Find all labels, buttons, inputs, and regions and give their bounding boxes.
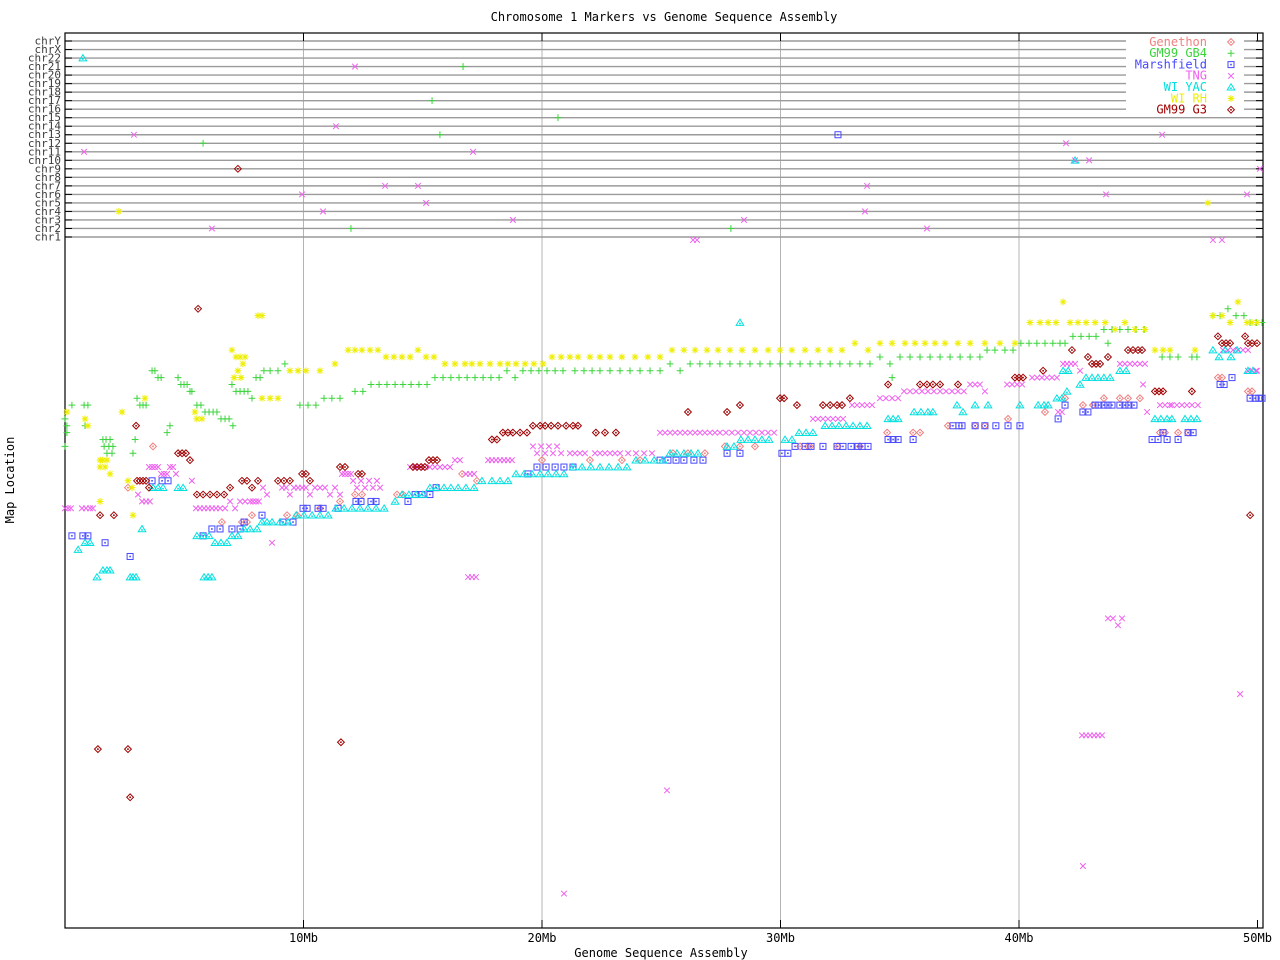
svg-text:chr17: chr17 <box>28 94 61 107</box>
svg-text:chr12: chr12 <box>28 137 61 150</box>
svg-text:TNG: TNG <box>1185 69 1207 83</box>
svg-text:chr1: chr1 <box>35 231 62 244</box>
svg-text:GM99 G3: GM99 G3 <box>1156 103 1207 117</box>
chart-layer: 10Mb 20Mb 30Mb 40Mb 50MbchrYchrXchr22chr21ch… <box>28 32 1272 945</box>
svg-text:chr18: chr18 <box>28 86 61 99</box>
series-wi-rh <box>63 199 1261 519</box>
svg-text:chr19: chr19 <box>28 77 61 90</box>
series-wi-yac <box>73 53 1258 581</box>
svg-text:chr20: chr20 <box>28 69 61 82</box>
svg-text:chr8: chr8 <box>35 171 62 184</box>
svg-text:chr21: chr21 <box>28 60 61 73</box>
svg-text:chr5: chr5 <box>35 196 62 209</box>
svg-text:WI RH: WI RH <box>1171 91 1207 105</box>
series-gm99-gb4 <box>61 63 1266 457</box>
svg-text:chr4: chr4 <box>35 205 62 218</box>
x-tick-labels: 10Mb 20Mb 30Mb 40Mb 50Mb <box>289 931 1272 945</box>
svg-text:chr16: chr16 <box>28 103 61 116</box>
y-axis-label: Map Location <box>3 437 17 524</box>
chromosome-labels: chrYchrXchr22chr21chr20chr19chr18chr17ch… <box>28 35 61 244</box>
svg-text:chrX: chrX <box>35 43 62 56</box>
svg-text:chr2: chr2 <box>35 222 62 235</box>
svg-text:chrY: chrY <box>35 35 62 48</box>
svg-text:50Mb: 50Mb <box>1243 931 1272 945</box>
svg-text:40Mb: 40Mb <box>1005 931 1034 945</box>
plot-border <box>64 32 1264 929</box>
series-marshfield <box>68 131 1266 560</box>
x-axis-label: Genome Sequence Assembly <box>574 946 747 960</box>
series-gm99-g3 <box>93 164 1262 802</box>
svg-text:chr6: chr6 <box>35 188 62 201</box>
svg-text:chr22: chr22 <box>28 52 61 65</box>
series-genethon <box>123 373 1257 527</box>
svg-text:Genethon: Genethon <box>1149 35 1207 49</box>
svg-text:20Mb: 20Mb <box>528 931 557 945</box>
svg-text:chr13: chr13 <box>28 128 61 141</box>
x-gridlines <box>303 33 1020 928</box>
svg-text:WI YAC: WI YAC <box>1164 80 1207 94</box>
svg-text:Marshfield: Marshfield <box>1135 57 1207 71</box>
svg-text:chr10: chr10 <box>28 154 61 167</box>
legend-background <box>1126 35 1244 117</box>
svg-text:chr7: chr7 <box>35 179 62 192</box>
svg-text:chr11: chr11 <box>28 145 61 158</box>
svg-text:chr9: chr9 <box>35 162 62 175</box>
svg-text:chr15: chr15 <box>28 111 61 124</box>
svg-text:chr14: chr14 <box>28 120 61 133</box>
svg-text:GM99 GB4: GM99 GB4 <box>1149 46 1207 60</box>
chart-title: Chromosome 1 Markers vs Genome Sequence … <box>491 10 838 24</box>
svg-text:30Mb: 30Mb <box>766 931 795 945</box>
svg-text:chr3: chr3 <box>35 213 62 226</box>
chromosome-lines <box>65 40 1263 238</box>
svg-text:10Mb: 10Mb <box>289 931 318 945</box>
